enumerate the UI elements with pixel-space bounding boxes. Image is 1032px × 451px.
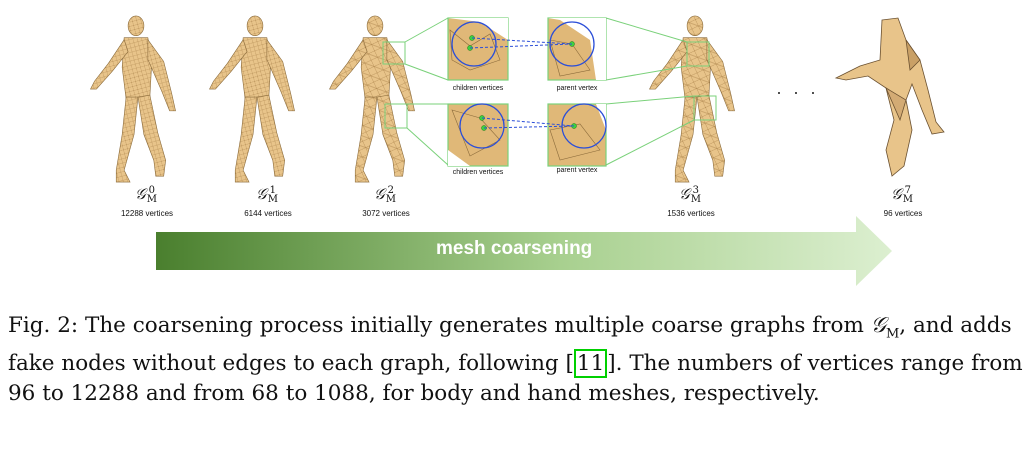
caption-middle: , and adds fake nodes without edges to e… <box>8 313 1012 377</box>
vertex-count-3: 1536 vertices <box>667 209 715 218</box>
vertex-count-7: 96 vertices <box>883 209 923 218</box>
inset-children-top <box>447 17 509 81</box>
vertex-count-1: 6144 vertices <box>244 209 292 218</box>
caption-graph-symbol: 𝒢M <box>870 313 900 342</box>
arrow-label: mesh coarsening <box>436 238 593 259</box>
inset-caption-children-bottom: children vertices <box>452 169 504 176</box>
mesh-figure-1 <box>209 15 296 183</box>
inset-connectors <box>382 17 717 166</box>
inset-caption-parent-bottom: parent vertex <box>556 167 598 174</box>
vertex-count-0: 12288 vertices <box>120 209 174 218</box>
mesh-figure-0 <box>90 15 177 183</box>
mesh-coarsening-arrow <box>156 216 892 286</box>
citation-link[interactable]: 11 <box>573 349 608 379</box>
inset-parent-top <box>547 17 607 81</box>
caption-prefix: Fig. 2: The coarsening process initially… <box>8 313 871 338</box>
mesh-figure-7 <box>834 17 945 177</box>
inset-caption-children-top: children vertices <box>452 85 504 92</box>
ellipsis: · · · <box>776 82 819 102</box>
caption-suffix: ]. The numbers of vertices range from 96… <box>8 351 1023 407</box>
inset-parent-bottom <box>547 103 607 167</box>
inset-caption-parent-top: parent vertex <box>556 85 598 92</box>
mesh-figure-2 <box>329 15 416 183</box>
mesh-coarsening-figure <box>90 15 945 286</box>
vertex-count-2: 3072 vertices <box>362 209 410 218</box>
correspondence-lines <box>469 37 575 129</box>
figure-caption: Fig. 2: The coarsening process initially… <box>8 311 1026 409</box>
inset-children-bottom <box>447 103 509 167</box>
